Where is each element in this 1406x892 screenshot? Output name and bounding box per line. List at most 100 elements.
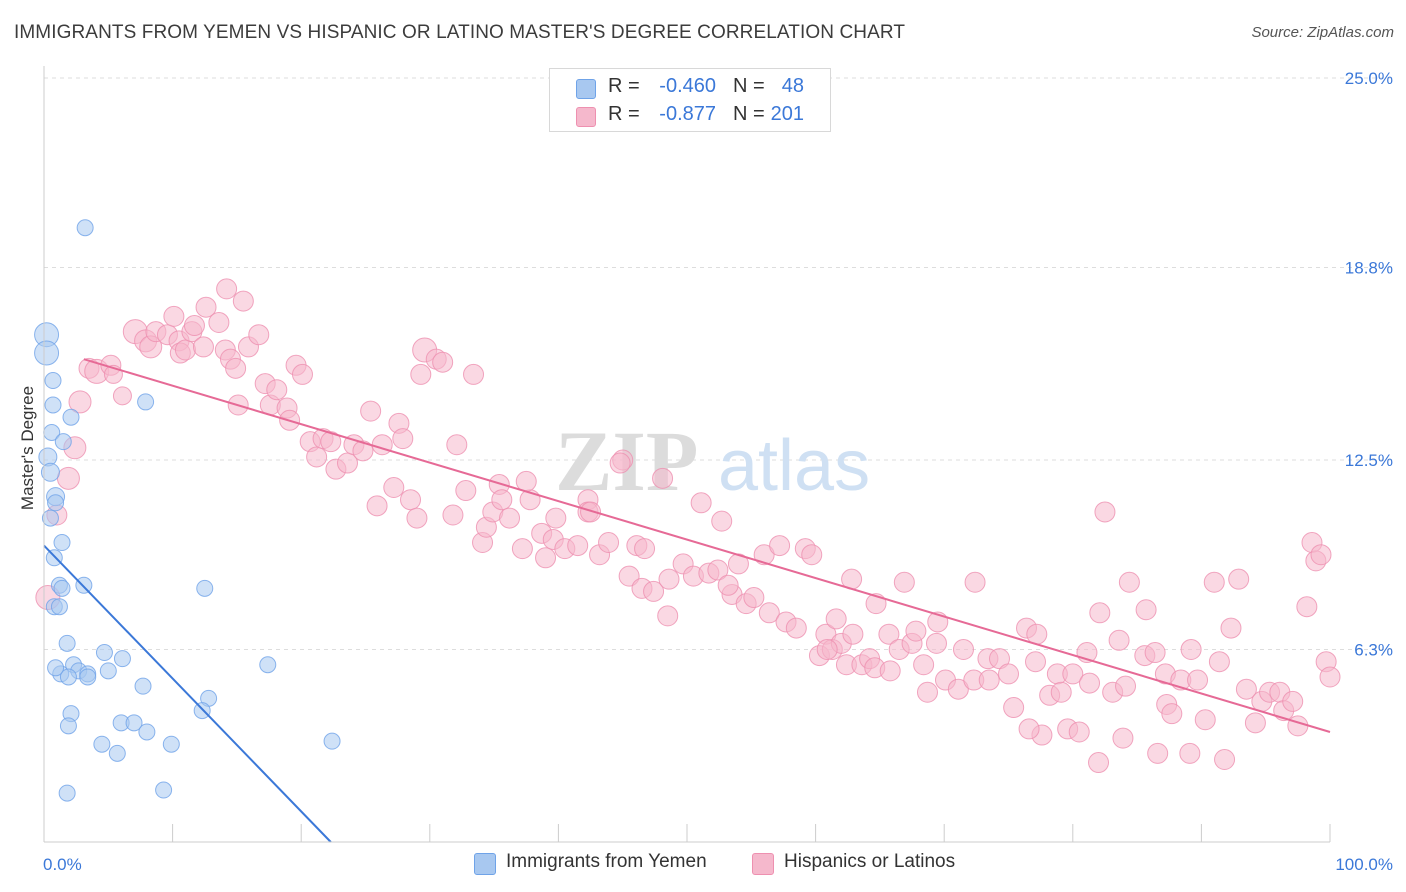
data-point-hispanic [707, 559, 729, 581]
data-point-hispanic [947, 678, 969, 700]
data-point-yemen [134, 677, 152, 695]
data-point-hispanic [112, 386, 132, 406]
data-point-hispanic [1296, 596, 1318, 618]
data-point-hispanic [163, 305, 185, 327]
data-point-hispanic [1144, 642, 1166, 664]
data-point-hispanic [1112, 727, 1134, 749]
data-point-hispanic [1108, 629, 1130, 651]
data-point-hispanic [1208, 651, 1230, 673]
data-point-yemen [54, 433, 72, 451]
y-tick-label: 25.0% [1345, 69, 1393, 88]
data-point-hispanic [463, 363, 485, 385]
watermark: ZIP atlas [555, 413, 870, 509]
data-point-hispanic [916, 681, 938, 703]
data-point-hispanic [634, 538, 656, 560]
data-point-hispanic [291, 363, 313, 385]
legend-n-label: N = [733, 75, 765, 97]
data-point-hispanic [816, 638, 838, 660]
data-point-hispanic [1068, 721, 1090, 743]
data-point-hispanic [225, 357, 247, 379]
data-point-yemen [53, 579, 71, 597]
y-tick-label: 18.8% [1345, 258, 1393, 277]
data-point-hispanic [801, 544, 823, 566]
legend-row-yemen: R = -0.460 N = 48 [550, 73, 830, 101]
data-point-hispanic [753, 544, 775, 566]
data-point-yemen [259, 656, 277, 674]
data-point-hispanic [56, 466, 80, 490]
data-point-yemen [138, 723, 156, 741]
data-point-hispanic [392, 428, 414, 450]
data-point-hispanic [1025, 651, 1047, 673]
data-point-hispanic [598, 532, 620, 554]
data-point-yemen [95, 644, 113, 662]
data-point-hispanic [913, 654, 935, 676]
legend-n-value: 48 [781, 75, 804, 97]
y-axis-label: Master's Degree [18, 386, 37, 510]
data-point-hispanic [769, 535, 791, 557]
data-point-hispanic [1079, 672, 1101, 694]
series-legend: Immigrants from Yemen Hispanics or Latin… [0, 851, 1406, 879]
data-point-yemen [76, 219, 94, 237]
data-point-hispanic [306, 446, 328, 468]
data-point-hispanic [406, 507, 428, 529]
data-point-yemen [58, 634, 76, 652]
x-tick-label-right: 100.0% [1335, 855, 1393, 874]
data-point-hispanic [320, 431, 342, 453]
data-point-hispanic [711, 510, 733, 532]
data-point-hispanic [1161, 703, 1183, 725]
data-point-yemen [62, 408, 80, 426]
y-tick-label: 6.3% [1354, 640, 1393, 659]
data-point-yemen [162, 735, 180, 753]
data-point-hispanic [1287, 715, 1309, 737]
legend-swatch-hispanic [752, 853, 774, 875]
data-point-hispanic [1310, 544, 1332, 566]
data-point-yemen [47, 494, 65, 512]
data-point-yemen [44, 396, 62, 414]
data-point-yemen [79, 668, 97, 686]
trend-layer [43, 358, 1331, 843]
data-point-hispanic [1244, 712, 1266, 734]
data-point-hispanic [545, 507, 567, 529]
data-point-hispanic [727, 553, 749, 575]
data-point-hispanic [511, 538, 533, 560]
legend-n-value: 201 [770, 103, 804, 125]
data-point-yemen [108, 744, 126, 762]
data-point-hispanic [1115, 675, 1137, 697]
data-point-hispanic [535, 547, 557, 569]
data-point-hispanic [1135, 599, 1157, 621]
data-point-yemen [44, 372, 62, 390]
data-point-hispanic [658, 568, 680, 590]
data-point-hispanic [567, 535, 589, 557]
data-point-hispanic [878, 623, 900, 645]
points-layer [34, 219, 1341, 802]
y-tick-label: 12.5% [1345, 451, 1393, 470]
data-point-hispanic [400, 489, 422, 511]
data-point-hispanic [657, 605, 679, 627]
data-point-hispanic [455, 480, 477, 502]
data-point-yemen [113, 650, 131, 668]
data-point-yemen [47, 659, 65, 677]
data-point-hispanic [743, 587, 765, 609]
data-point-hispanic [192, 336, 214, 358]
data-point-hispanic [964, 571, 986, 593]
data-point-hispanic [1018, 718, 1040, 740]
data-point-hispanic [1187, 669, 1209, 691]
legend-r-value: -0.877 [659, 103, 716, 125]
watermark-atlas: atlas [718, 426, 870, 506]
data-point-hispanic [618, 565, 640, 587]
data-point-hispanic [410, 363, 432, 385]
data-point-hispanic [758, 602, 780, 624]
data-point-hispanic [842, 623, 864, 645]
data-point-hispanic [1180, 638, 1202, 660]
data-point-hispanic [1179, 742, 1201, 764]
data-point-hispanic [432, 351, 454, 373]
data-point-hispanic [383, 477, 405, 499]
data-point-yemen [323, 732, 341, 750]
data-point-hispanic [216, 278, 238, 300]
data-point-hispanic [1003, 697, 1025, 719]
legend-row-hispanic: R = -0.877 N = 201 [550, 101, 830, 129]
data-point-hispanic [1228, 568, 1250, 590]
data-point-hispanic [717, 574, 739, 596]
data-point-hispanic [690, 492, 712, 514]
